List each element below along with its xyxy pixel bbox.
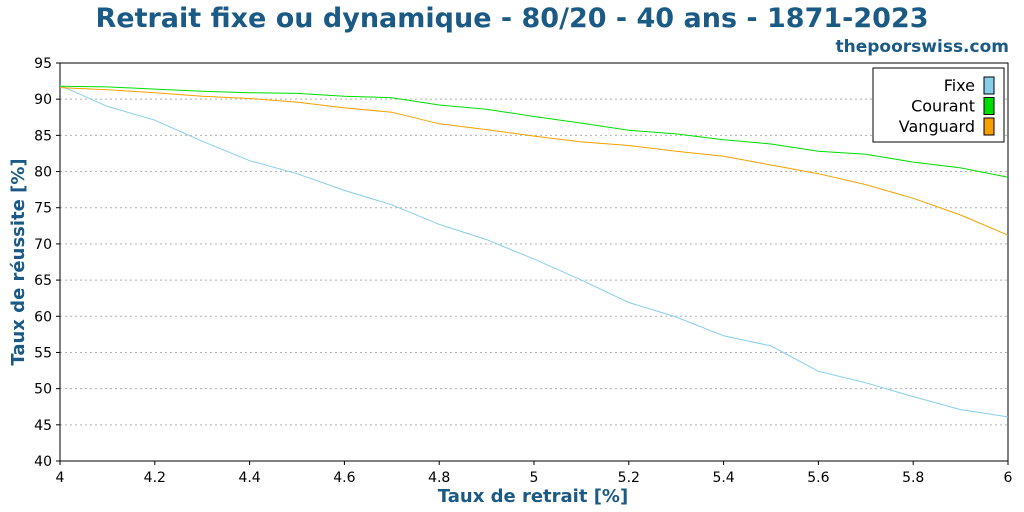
y-tick-label: 40 bbox=[34, 454, 52, 470]
legend-swatch bbox=[983, 76, 995, 95]
x-tick-label: 6 bbox=[1004, 470, 1013, 486]
x-tick-label: 4.8 bbox=[428, 470, 450, 486]
series-lines bbox=[59, 84, 1009, 418]
legend-label: Fixe bbox=[944, 76, 975, 95]
y-tick-label: 60 bbox=[34, 309, 52, 325]
legend-box bbox=[872, 67, 1005, 143]
axis-ticks: 40 45 50 55 60 65 70 75 80 85 90 95 4 4.2 4.4 4.6 4.8 5 5.… bbox=[34, 56, 1012, 486]
x-tick-label: 5 bbox=[530, 470, 539, 486]
y-tick-label: 75 bbox=[34, 201, 52, 217]
series-line-courant bbox=[59, 85, 1009, 178]
y-tick-label: 65 bbox=[34, 273, 52, 289]
x-tick-label: 5.4 bbox=[712, 470, 734, 486]
x-tick-label: 4 bbox=[56, 470, 65, 486]
y-tick-label: 45 bbox=[34, 418, 52, 434]
y-tick-label: 95 bbox=[34, 56, 52, 72]
x-tick-label: 4.4 bbox=[238, 470, 260, 486]
y-tick-label: 50 bbox=[34, 382, 52, 398]
y-axis-label: Taux de réussite [%] bbox=[8, 158, 29, 365]
x-tick-label: 4.2 bbox=[144, 470, 166, 486]
legend-label: Courant bbox=[911, 97, 975, 116]
y-tick-label: 55 bbox=[34, 345, 52, 361]
y-tick-label: 80 bbox=[34, 165, 52, 181]
brand-label: thepoorswiss.com bbox=[836, 37, 1010, 57]
series-line-vanguard bbox=[59, 87, 1009, 236]
legend-swatch bbox=[983, 97, 995, 115]
legend-swatch bbox=[983, 117, 995, 136]
y-tick-label: 90 bbox=[34, 92, 52, 108]
plot-frame bbox=[59, 62, 1009, 462]
chart-title: Retrait fixe ou dynamique - 80/20 - 40 a… bbox=[95, 3, 928, 34]
x-tick-label: 5.6 bbox=[807, 470, 829, 486]
series-line-fixe bbox=[59, 84, 1009, 418]
x-tick-label: 5.8 bbox=[902, 470, 924, 486]
grid bbox=[60, 98, 1008, 426]
x-tick-label: 4.6 bbox=[333, 470, 355, 486]
y-tick-label: 85 bbox=[34, 128, 52, 144]
x-axis-label: Taux de retrait [%] bbox=[438, 486, 628, 507]
x-tick-label: 5.2 bbox=[618, 470, 640, 486]
legend-label: Vanguard bbox=[899, 117, 975, 136]
y-tick-label: 70 bbox=[34, 237, 52, 253]
